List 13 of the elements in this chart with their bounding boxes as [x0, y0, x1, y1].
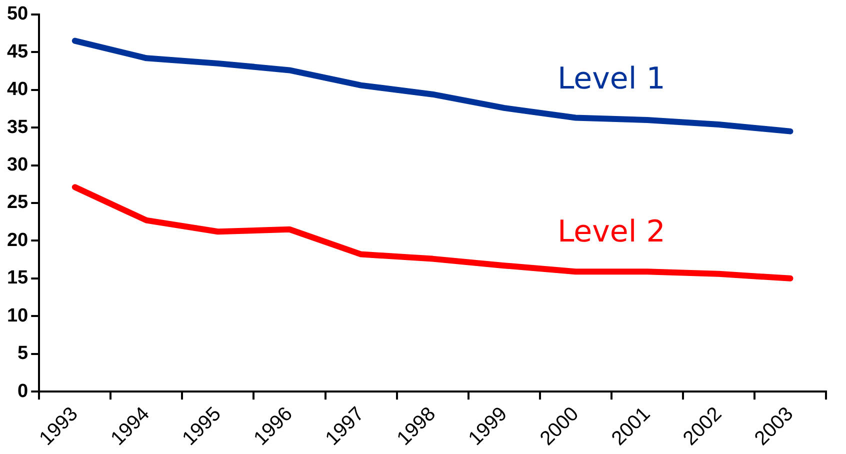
y-tick-label: 10: [6, 305, 28, 326]
series-label: Level 1: [557, 62, 666, 97]
y-tick-label: 0: [18, 380, 28, 402]
y-tick-label: 5: [18, 343, 29, 364]
y-tick-label: 20: [6, 230, 28, 251]
y-tick-label: 25: [6, 192, 29, 214]
y-tick-label: 45: [6, 41, 29, 62]
y-tick-label: 40: [6, 79, 28, 100]
y-tick-label: 50: [6, 4, 28, 25]
series-label: Level 2: [557, 214, 666, 250]
y-tick-label: 30: [6, 154, 28, 176]
y-tick-label: 35: [6, 116, 29, 138]
y-tick-label: 15: [6, 268, 29, 289]
